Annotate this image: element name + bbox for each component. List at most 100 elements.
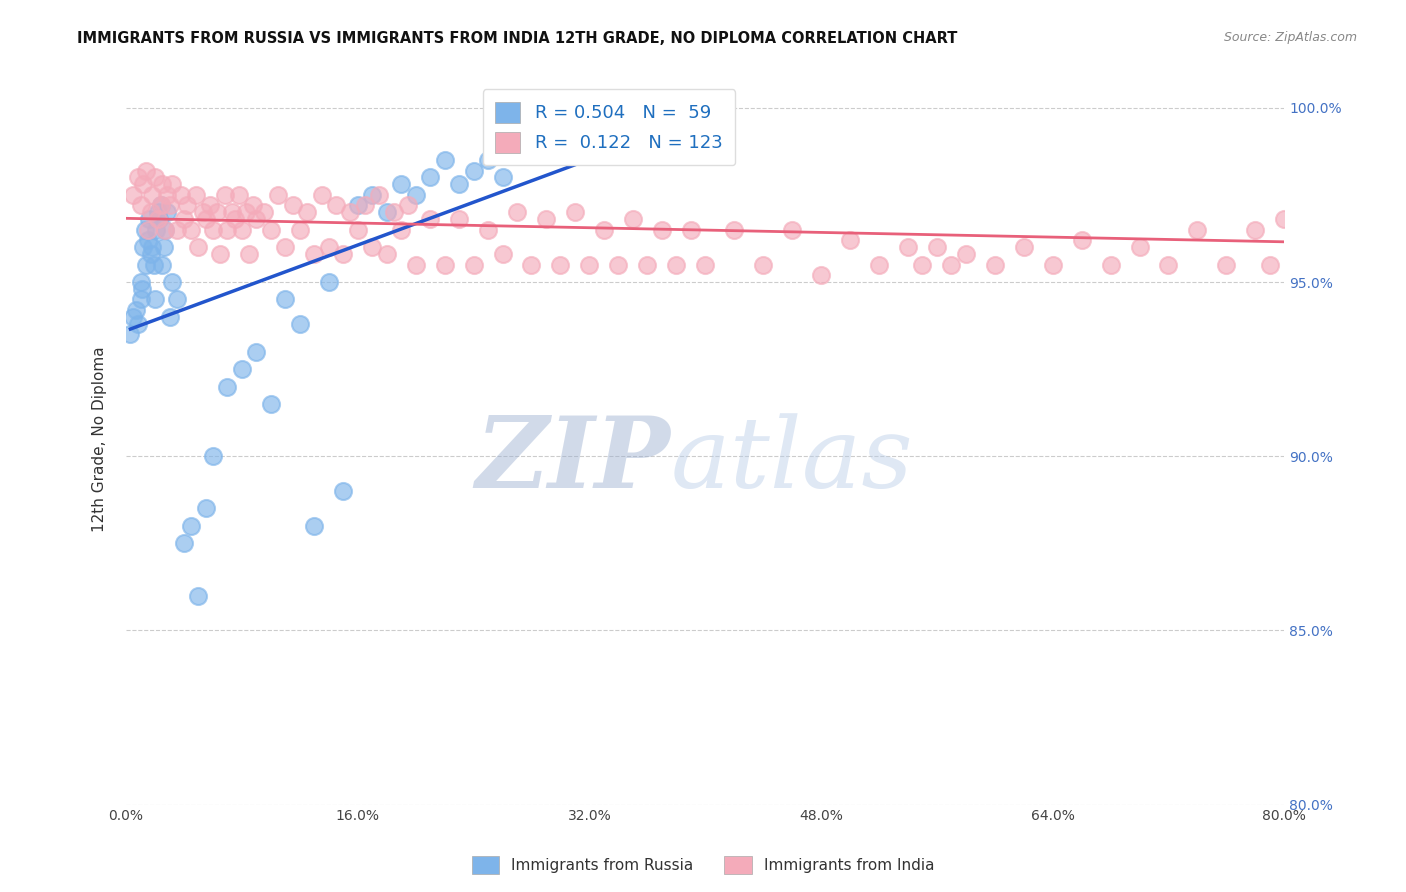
Point bbox=[332, 484, 354, 499]
Point bbox=[1360, 205, 1382, 219]
Text: atlas: atlas bbox=[671, 413, 912, 508]
Point bbox=[194, 501, 217, 516]
Point bbox=[897, 240, 920, 254]
Point bbox=[224, 212, 246, 227]
Point bbox=[288, 223, 311, 237]
Point bbox=[1346, 223, 1368, 237]
Point bbox=[868, 258, 890, 272]
Point bbox=[1042, 258, 1064, 272]
Y-axis label: 12th Grade, No Diploma: 12th Grade, No Diploma bbox=[93, 346, 107, 532]
Point bbox=[1012, 240, 1035, 254]
Point bbox=[180, 519, 202, 533]
Point bbox=[311, 188, 333, 202]
Point bbox=[389, 223, 412, 237]
Point bbox=[375, 205, 398, 219]
Point bbox=[304, 247, 326, 261]
Point bbox=[139, 247, 162, 261]
Point bbox=[217, 379, 239, 393]
Point bbox=[1316, 240, 1339, 254]
Point bbox=[361, 240, 384, 254]
Point bbox=[405, 188, 427, 202]
Point bbox=[1215, 258, 1237, 272]
Point bbox=[122, 188, 145, 202]
Point bbox=[780, 223, 803, 237]
Point bbox=[156, 188, 179, 202]
Point bbox=[132, 178, 155, 192]
Point bbox=[491, 170, 513, 185]
Point bbox=[984, 258, 1007, 272]
Point bbox=[477, 153, 499, 167]
Point bbox=[274, 240, 297, 254]
Point bbox=[187, 240, 209, 254]
Point bbox=[281, 198, 304, 212]
Point bbox=[295, 205, 318, 219]
Point bbox=[209, 247, 232, 261]
Point bbox=[238, 247, 260, 261]
Point bbox=[201, 449, 224, 463]
Point bbox=[449, 212, 471, 227]
Point bbox=[304, 519, 326, 533]
Point bbox=[139, 205, 162, 219]
Point bbox=[419, 170, 441, 185]
Point bbox=[651, 223, 673, 237]
Point bbox=[463, 163, 485, 178]
Text: Source: ZipAtlas.com: Source: ZipAtlas.com bbox=[1223, 31, 1357, 45]
Point bbox=[550, 258, 572, 272]
Point bbox=[149, 198, 172, 212]
Point bbox=[332, 247, 354, 261]
Point bbox=[145, 223, 167, 237]
Point bbox=[396, 198, 419, 212]
Point bbox=[1187, 223, 1209, 237]
Point bbox=[142, 258, 165, 272]
Legend: R = 0.504   N =  59, R =  0.122   N = 123: R = 0.504 N = 59, R = 0.122 N = 123 bbox=[482, 89, 735, 165]
Point bbox=[592, 223, 614, 237]
Point bbox=[138, 212, 160, 227]
Point bbox=[325, 198, 347, 212]
Point bbox=[491, 247, 513, 261]
Point bbox=[153, 223, 176, 237]
Point bbox=[346, 198, 368, 212]
Point bbox=[318, 275, 340, 289]
Point bbox=[150, 258, 173, 272]
Point bbox=[405, 258, 427, 272]
Point bbox=[252, 205, 274, 219]
Point bbox=[134, 223, 156, 237]
Point bbox=[1331, 212, 1354, 227]
Point bbox=[129, 293, 152, 307]
Point bbox=[201, 223, 224, 237]
Point bbox=[146, 205, 169, 219]
Point bbox=[1244, 223, 1267, 237]
Point bbox=[143, 170, 166, 185]
Point bbox=[176, 198, 198, 212]
Legend: Immigrants from Russia, Immigrants from India: Immigrants from Russia, Immigrants from … bbox=[465, 850, 941, 880]
Point bbox=[148, 212, 170, 227]
Point bbox=[170, 188, 193, 202]
Point bbox=[198, 198, 221, 212]
Point bbox=[941, 258, 963, 272]
Point bbox=[534, 212, 557, 227]
Point bbox=[260, 223, 283, 237]
Point bbox=[231, 223, 253, 237]
Point bbox=[125, 302, 148, 317]
Point bbox=[810, 268, 832, 282]
Point bbox=[382, 205, 405, 219]
Point bbox=[506, 205, 529, 219]
Point bbox=[207, 205, 229, 219]
Point bbox=[839, 233, 862, 247]
Point bbox=[136, 223, 159, 237]
Point bbox=[132, 240, 155, 254]
Point bbox=[1389, 205, 1406, 219]
Point bbox=[228, 188, 250, 202]
Point bbox=[127, 170, 149, 185]
Point bbox=[520, 143, 543, 157]
Point bbox=[925, 240, 948, 254]
Point bbox=[723, 223, 745, 237]
Point bbox=[162, 178, 184, 192]
Point bbox=[180, 223, 202, 237]
Point bbox=[173, 536, 195, 550]
Point bbox=[1403, 223, 1406, 237]
Point bbox=[150, 178, 173, 192]
Point bbox=[217, 223, 239, 237]
Point bbox=[274, 293, 297, 307]
Point bbox=[578, 258, 600, 272]
